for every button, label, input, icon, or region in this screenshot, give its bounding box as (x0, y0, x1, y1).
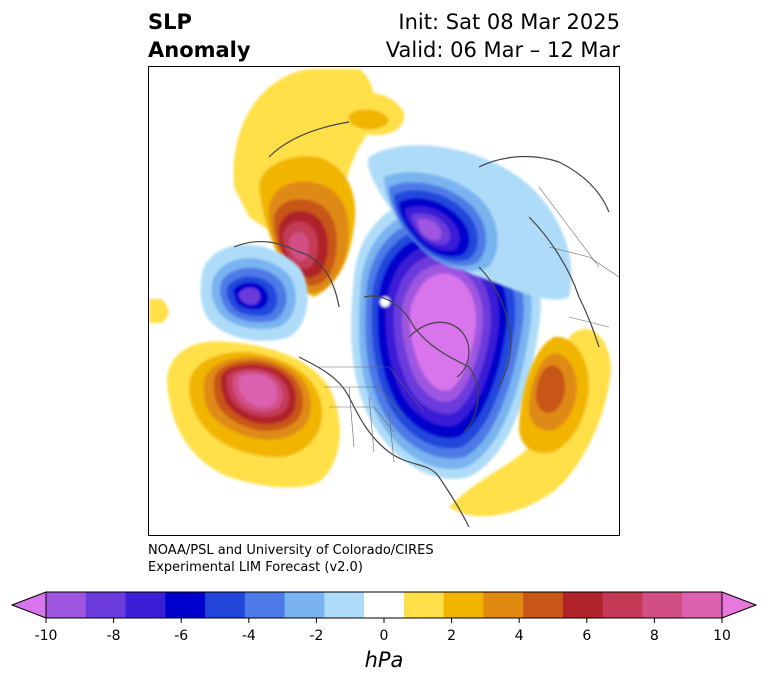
colorbar-tick-label: 2 (447, 628, 457, 644)
colorbar-tick-label: -6 (174, 628, 189, 644)
colorbar-arrow-right (721, 591, 758, 619)
colorbar-block (562, 592, 604, 618)
colorbar-tick-label: 6 (582, 628, 592, 644)
colorbar-block (165, 592, 206, 618)
map-panel (148, 66, 620, 536)
colorbar-tick-label: 0 (379, 628, 389, 644)
title-line2: Anomaly (148, 38, 251, 62)
credit-line2: Experimental LIM Forecast (v2.0) (148, 560, 363, 575)
colorbar-tick-label: -4 (241, 628, 256, 644)
credit-line1: NOAA/PSL and University of Colorado/CIRE… (148, 543, 434, 558)
colorbar-block (403, 592, 445, 618)
colorbar-units: hPa (364, 648, 404, 672)
colorbar-block (284, 592, 325, 618)
coastlines (233, 121, 610, 528)
colorbar-block (523, 592, 564, 618)
colorbar-block (602, 592, 643, 618)
colorbar-block (85, 592, 127, 618)
colorbar-tick-label: 8 (649, 628, 659, 644)
colorbar-block (125, 592, 166, 618)
anomaly-high-gulf-of-alaska (149, 299, 340, 488)
valid-range: Valid: 06 Mar – 12 Mar (385, 38, 620, 62)
colorbar-block (46, 592, 87, 618)
anomaly-high-north-atlantic (449, 328, 611, 517)
forecast-dates: Init: Sat 08 Mar 2025 Valid: 06 Mar – 12… (386, 8, 620, 64)
chart-title: SLP Anomaly (148, 8, 251, 64)
anomaly-map (149, 69, 619, 528)
colorbar-block (682, 592, 723, 618)
colorbar-block (244, 592, 286, 618)
anomaly-low-kara-sea (367, 145, 572, 300)
colorbar-tick-label: -8 (106, 628, 121, 644)
colorbar-block (483, 592, 524, 618)
colorbar-tick-label: 4 (514, 628, 524, 644)
colorbar-tick-label: 10 (713, 628, 731, 644)
credit: NOAA/PSL and University of Colorado/CIRE… (148, 542, 434, 576)
colorbar-arrow-left (10, 591, 47, 619)
borders (319, 186, 619, 463)
colorbar-block (205, 592, 246, 618)
colorbar-block (324, 592, 365, 618)
colorbar-block (642, 592, 683, 618)
anomaly-low-siberia (200, 244, 308, 341)
colorbar (10, 591, 758, 623)
colorbar-tickmarks (45, 618, 723, 623)
colorbar-block (364, 592, 405, 618)
colorbar-block (443, 592, 484, 618)
colorbar-tick-label: -10 (34, 628, 58, 644)
init-date: Init: Sat 08 Mar 2025 (398, 10, 620, 34)
colorbar-blocks (46, 592, 723, 618)
title-line1: SLP (148, 10, 192, 34)
colorbar-tick-label: -2 (309, 628, 324, 644)
